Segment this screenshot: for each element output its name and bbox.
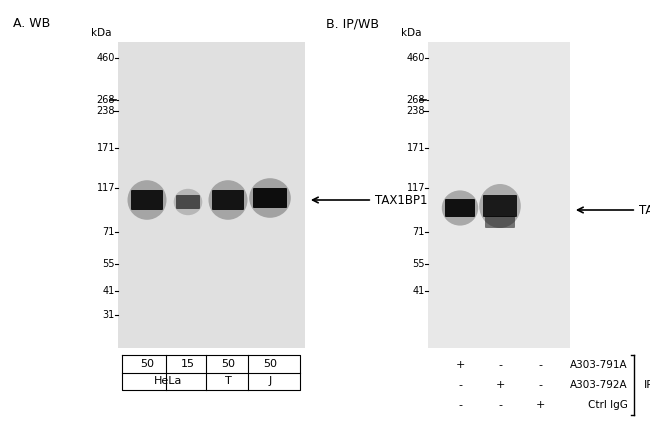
Text: 268: 268 xyxy=(406,95,425,105)
Text: -: - xyxy=(458,380,462,390)
FancyBboxPatch shape xyxy=(212,190,244,210)
Text: +: + xyxy=(536,400,545,410)
Ellipse shape xyxy=(127,180,166,220)
Text: -: - xyxy=(458,400,462,410)
Ellipse shape xyxy=(249,178,291,218)
Text: -: - xyxy=(538,360,542,370)
Text: T: T xyxy=(225,377,231,386)
Text: HeLa: HeLa xyxy=(154,377,182,386)
Ellipse shape xyxy=(174,189,202,215)
Text: -: - xyxy=(498,360,502,370)
Text: 50: 50 xyxy=(263,359,277,369)
Text: -: - xyxy=(498,400,502,410)
Text: 41: 41 xyxy=(103,286,115,296)
Text: TAX1BP1: TAX1BP1 xyxy=(578,203,650,217)
Bar xyxy=(428,42,570,348)
Bar xyxy=(118,42,305,348)
Text: 171: 171 xyxy=(406,143,425,153)
Text: 50: 50 xyxy=(140,359,154,369)
Ellipse shape xyxy=(442,190,478,226)
Ellipse shape xyxy=(209,180,248,220)
Text: 71: 71 xyxy=(413,227,425,237)
Text: 117: 117 xyxy=(406,183,425,193)
Text: 238: 238 xyxy=(96,106,115,116)
Text: 55: 55 xyxy=(103,259,115,269)
Text: 15: 15 xyxy=(181,359,195,369)
Text: +: + xyxy=(455,360,465,370)
Text: kDa: kDa xyxy=(92,28,112,38)
Text: 238: 238 xyxy=(406,106,425,116)
Text: -: - xyxy=(538,380,542,390)
Text: 50: 50 xyxy=(221,359,235,369)
Text: 460: 460 xyxy=(97,53,115,63)
FancyBboxPatch shape xyxy=(485,216,515,228)
Text: 268: 268 xyxy=(96,95,115,105)
Text: J: J xyxy=(268,377,272,386)
FancyBboxPatch shape xyxy=(131,190,163,210)
Text: +: + xyxy=(495,380,504,390)
Text: A303-791A: A303-791A xyxy=(571,360,628,370)
Text: 117: 117 xyxy=(96,183,115,193)
FancyBboxPatch shape xyxy=(483,195,517,217)
Text: 31: 31 xyxy=(103,310,115,320)
Text: 171: 171 xyxy=(96,143,115,153)
FancyBboxPatch shape xyxy=(253,188,287,208)
FancyBboxPatch shape xyxy=(176,195,200,209)
Text: B. IP/WB: B. IP/WB xyxy=(326,17,380,30)
Ellipse shape xyxy=(479,184,521,228)
Text: Ctrl IgG: Ctrl IgG xyxy=(588,400,628,410)
Text: kDa: kDa xyxy=(402,28,422,38)
Text: A. WB: A. WB xyxy=(13,17,50,30)
FancyBboxPatch shape xyxy=(445,199,475,217)
Text: IP: IP xyxy=(644,380,650,390)
Text: TAX1BP1: TAX1BP1 xyxy=(313,193,428,206)
Text: 460: 460 xyxy=(407,53,425,63)
Text: A303-792A: A303-792A xyxy=(571,380,628,390)
Text: 55: 55 xyxy=(413,259,425,269)
Text: 41: 41 xyxy=(413,286,425,296)
Text: 71: 71 xyxy=(103,227,115,237)
